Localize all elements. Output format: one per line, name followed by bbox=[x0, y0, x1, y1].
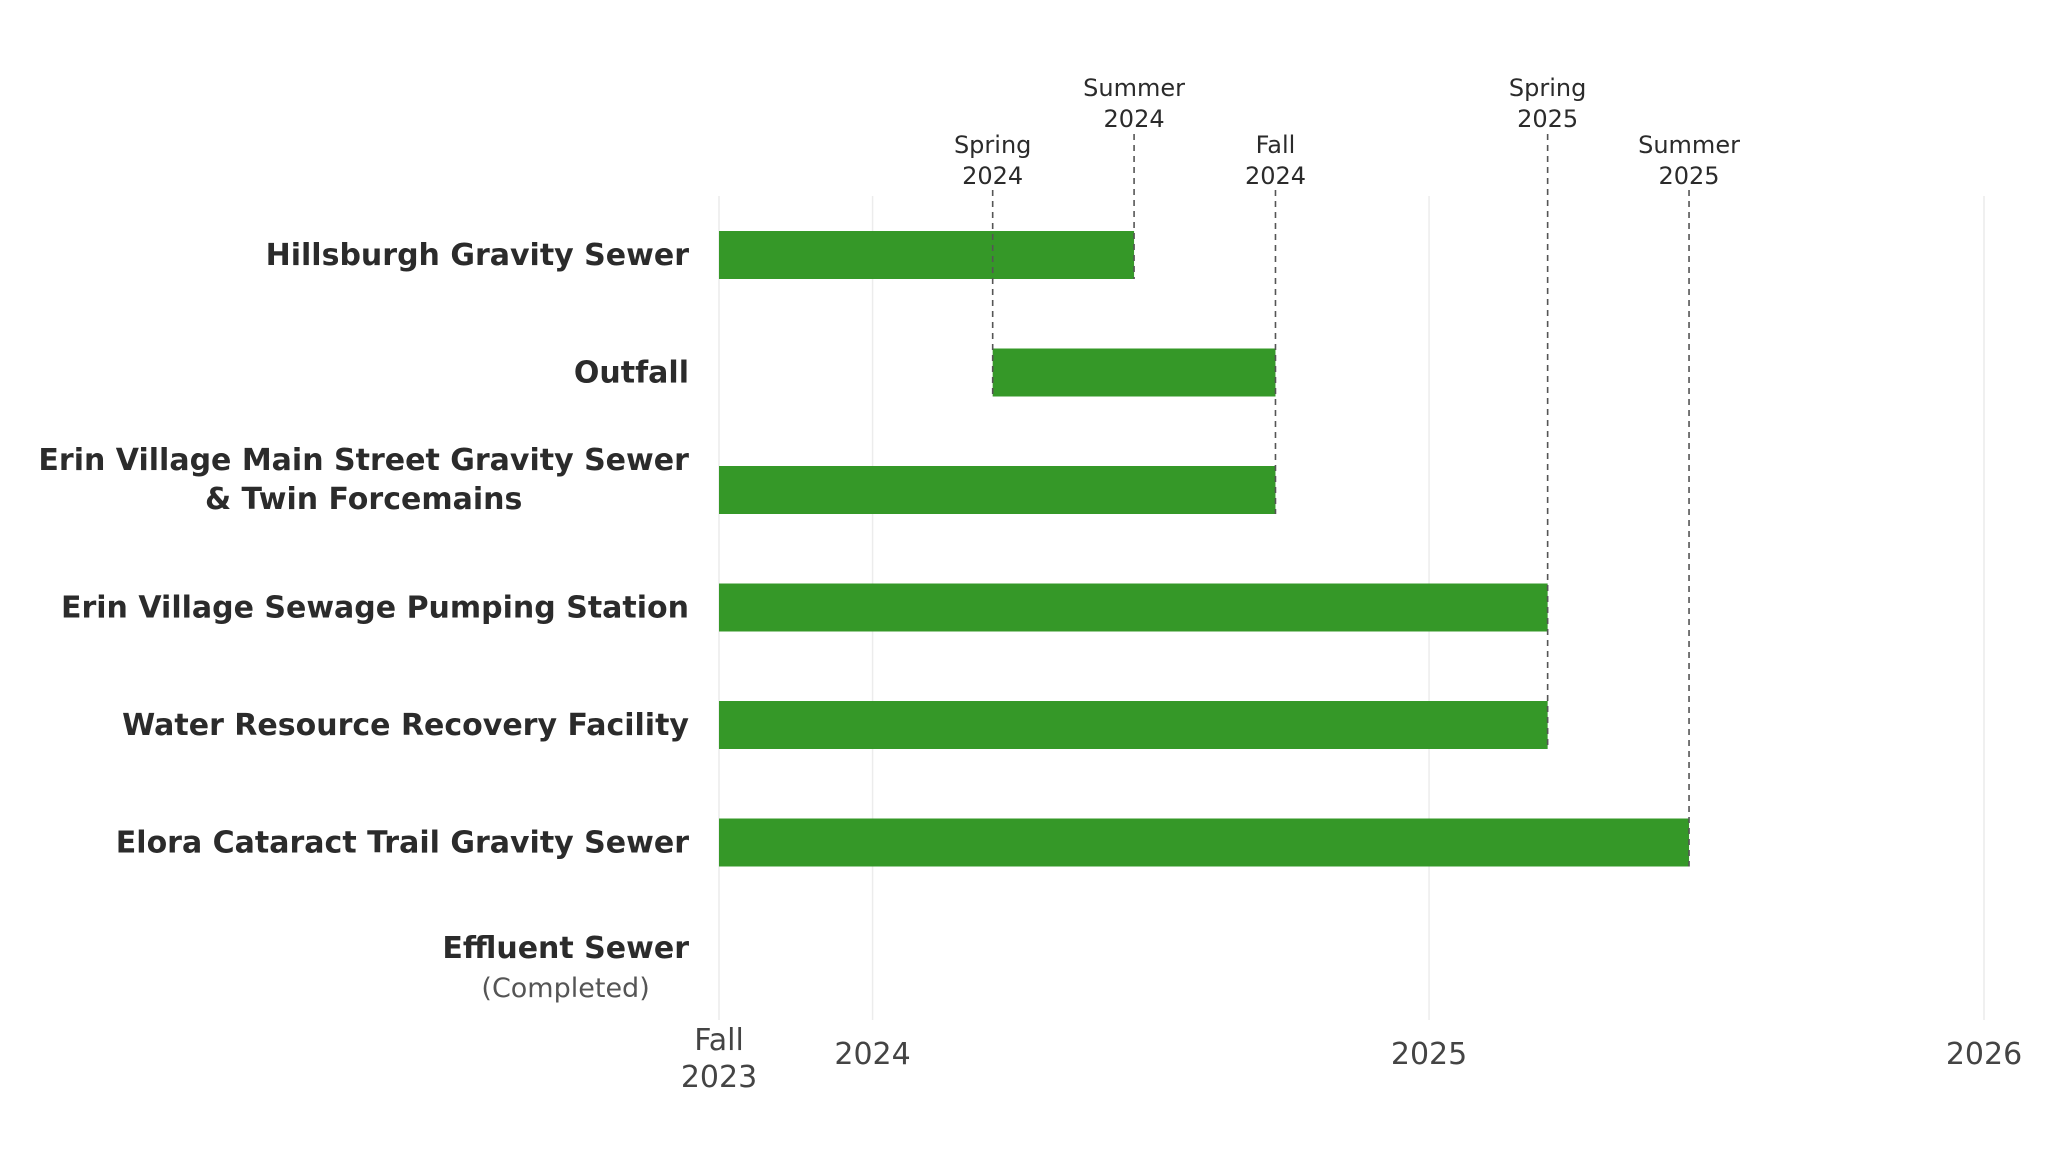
x-tick-label: 2024 bbox=[834, 1037, 910, 1072]
milestone-label-line: 2024 bbox=[1104, 105, 1165, 133]
milestone-label-line: Spring bbox=[954, 131, 1031, 159]
milestone-label: Spring 2025 bbox=[1509, 74, 1586, 133]
milestone-label-line: 2025 bbox=[1658, 162, 1719, 190]
task-label: Water Resource Recovery Facility bbox=[122, 708, 689, 743]
milestone-label-line: 2025 bbox=[1517, 105, 1578, 133]
task-label: Hillsburgh Gravity Sewer bbox=[266, 238, 690, 273]
milestone-label-line: 2024 bbox=[962, 162, 1023, 190]
x-tick-label-line: 2024 bbox=[834, 1037, 910, 1072]
x-axis: Fall 2023 2024 2025 2026 bbox=[681, 1023, 2022, 1095]
milestone-label: Summer 2024 bbox=[1083, 74, 1185, 133]
task-label: Elora Cataract Trail Gravity Sewer bbox=[116, 826, 689, 861]
label-layer: Hillsburgh Gravity Sewer Outfall Erin Vill… bbox=[38, 238, 689, 1004]
milestone-label-line: Spring bbox=[1509, 74, 1586, 102]
milestone-label-line: Fall bbox=[1256, 131, 1296, 159]
task-label: Erin Village Main Street Gravity Sewer & … bbox=[38, 443, 689, 517]
task-bar bbox=[719, 231, 1135, 279]
x-tick-label: 2026 bbox=[1946, 1037, 2022, 1072]
task-bar bbox=[719, 701, 1548, 749]
x-tick-label: 2025 bbox=[1391, 1037, 1467, 1072]
x-tick-label: Fall 2023 bbox=[681, 1023, 757, 1095]
milestone-label: Fall 2024 bbox=[1245, 131, 1306, 190]
task-note: (Completed) bbox=[481, 973, 649, 1004]
task-label: Effluent Sewer bbox=[442, 931, 689, 966]
milestone-label-line: Summer bbox=[1083, 74, 1185, 102]
task-bar bbox=[719, 818, 1690, 867]
task-bar bbox=[719, 583, 1548, 632]
task-bar bbox=[719, 466, 1276, 514]
milestone-label-line: Summer bbox=[1638, 131, 1740, 159]
x-tick-label-line: 2026 bbox=[1946, 1037, 2022, 1072]
task-label: Outfall bbox=[574, 356, 689, 391]
x-tick-label-line: Fall bbox=[694, 1023, 744, 1058]
task-label-line: & Twin Forcemains bbox=[205, 482, 522, 517]
task-bar bbox=[992, 348, 1276, 397]
task-label-line: Erin Village Main Street Gravity Sewer bbox=[38, 443, 689, 478]
x-tick-label-line: 2023 bbox=[681, 1060, 757, 1095]
x-tick-label-line: 2025 bbox=[1391, 1037, 1467, 1072]
task-label: Erin Village Sewage Pumping Station bbox=[61, 591, 689, 626]
milestone-label: Summer 2025 bbox=[1638, 131, 1740, 190]
bar-layer bbox=[719, 231, 1690, 867]
milestone-label-line: 2024 bbox=[1245, 162, 1306, 190]
milestone-label: Spring 2024 bbox=[954, 131, 1031, 190]
